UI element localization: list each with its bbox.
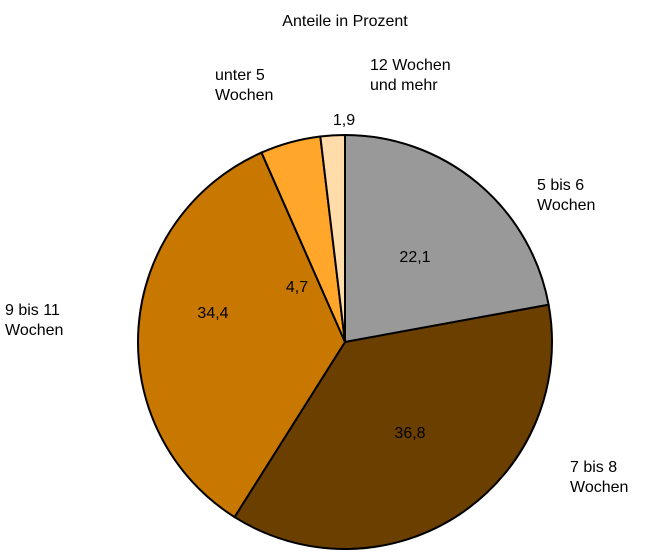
label-line: 7 bis 8 xyxy=(570,459,617,476)
category-label: 7 bis 8 Wochen xyxy=(570,459,628,496)
label-line: und mehr xyxy=(370,77,438,94)
category-label: unter 5 Wochen xyxy=(215,67,273,104)
pie-slice xyxy=(344,133,550,344)
label-line: Wochen xyxy=(5,322,63,339)
category-label: 5 bis 6 Wochen xyxy=(537,177,595,214)
category-label: 9 bis 11 Wochen xyxy=(5,302,63,339)
label-line: unter 5 xyxy=(215,67,265,84)
label-line: 9 bis 11 xyxy=(5,302,60,319)
pie-slice xyxy=(233,303,553,550)
value-label: 4,7 xyxy=(286,279,308,296)
label-line: Wochen xyxy=(537,197,595,214)
pie-slice xyxy=(137,151,347,519)
label-line: Wochen xyxy=(215,87,273,104)
value-label: 22,1 xyxy=(399,249,430,266)
value-label: 1,9 xyxy=(333,112,355,129)
value-label: 36,8 xyxy=(394,425,425,442)
label-line: 12 Wochen xyxy=(370,57,451,74)
label-line: 5 bis 6 xyxy=(537,177,584,194)
pie-slice xyxy=(319,133,346,343)
label-line: Wochen xyxy=(570,479,628,496)
value-label: 34,4 xyxy=(197,305,228,322)
category-label: 12 Wochen und mehr xyxy=(370,57,451,94)
chart-title: Anteile in Prozent xyxy=(282,13,408,30)
